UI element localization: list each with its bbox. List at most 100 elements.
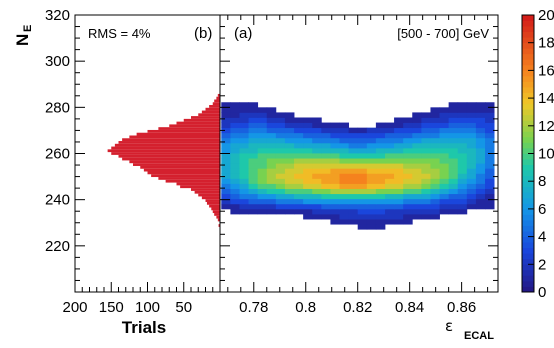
heatmap-cell (248, 153, 259, 159)
heatmap-cell (339, 213, 350, 220)
heatmap-cell (421, 142, 431, 149)
histogram-bar (183, 118, 220, 122)
heatmap-cell (348, 168, 359, 174)
heatmap-cell (375, 178, 386, 184)
x-axis-title-main: ε (445, 317, 453, 335)
heatmap-cell (394, 208, 404, 215)
heatmap-cell (448, 112, 459, 118)
heatmap-cell (348, 219, 359, 225)
heatmap-cell (466, 142, 477, 149)
heatmap-cell (294, 168, 304, 174)
heatmap-cell (230, 122, 240, 129)
heatmap-cell (312, 213, 322, 220)
histogram-bar (122, 157, 220, 161)
colorbar-segment (522, 280, 534, 287)
heatmap-cell (384, 188, 395, 195)
x-tick-label-trials: 50 (175, 299, 192, 316)
heatmap-cell (348, 163, 359, 169)
heatmap-cell (357, 208, 368, 215)
heatmap-cell (348, 158, 359, 164)
heatmap-cell (412, 132, 422, 139)
x-tick-label-eps: 0.8 (295, 299, 316, 316)
heatmap-cell (457, 193, 468, 200)
colorbar-segment (522, 231, 534, 237)
heatmap-cell (221, 188, 231, 195)
heatmap-cell (348, 132, 359, 139)
heatmap-cell (466, 203, 477, 210)
heatmap-cell (412, 163, 422, 169)
heatmap-cell (366, 193, 377, 200)
heatmap-cell (294, 158, 304, 164)
heatmap-cell (248, 178, 259, 184)
heatmap-cell (457, 168, 468, 174)
heatmap-cell (239, 153, 249, 159)
heatmap-cell (221, 132, 231, 139)
heatmap-cell (384, 142, 395, 149)
colorbar-segment (522, 15, 534, 21)
heatmap-cell (466, 147, 477, 154)
colorbar-segment (522, 236, 534, 243)
heatmap-cell (485, 188, 495, 195)
heatmap-cell (384, 122, 395, 129)
heatmap-cell (339, 122, 350, 129)
heatmap-cell (248, 122, 259, 129)
heatmap-cell (312, 158, 322, 164)
colorbar-tick-label: 2 (538, 256, 546, 273)
heatmap-cell (448, 127, 459, 134)
heatmap-cell (303, 198, 313, 205)
heatmap-cell (330, 203, 340, 210)
heatmap-cell (248, 147, 259, 154)
heatmap-cell (284, 173, 295, 179)
heatmap-cell (339, 219, 350, 225)
heatmap-cell (430, 173, 440, 179)
heatmap-cell (221, 107, 231, 113)
histogram-bar (217, 93, 220, 97)
heatmap-cell (275, 178, 286, 184)
heatmap-cell (230, 153, 240, 159)
heatmap-cell (384, 163, 395, 169)
heatmap-cell (257, 132, 268, 139)
heatmap-cell (430, 198, 440, 205)
heatmap-cell (394, 168, 404, 174)
colorbar-segment (522, 147, 534, 154)
heatmap-cell (294, 173, 304, 179)
histogram-bar (206, 201, 220, 205)
heatmap-cell (430, 112, 440, 118)
heatmap-cell (357, 193, 368, 200)
heatmap-cell (257, 188, 268, 195)
heatmap-cell (366, 168, 377, 174)
heatmap-cell (412, 112, 422, 118)
heatmap-cell (439, 142, 450, 149)
colorbar-segment (522, 175, 534, 182)
heatmap-cell (257, 163, 268, 169)
colorbar-tick-label: 20 (538, 7, 554, 24)
heatmap-cell (294, 163, 304, 169)
heatmap-cell (303, 147, 313, 154)
heatmap-cell (284, 168, 295, 174)
heatmap-cell (475, 147, 486, 154)
x-axis-title-subscript: ECAL (464, 330, 494, 342)
heatmap-cell (430, 203, 440, 210)
heatmap-cell (421, 122, 431, 129)
heatmap-cell (230, 127, 240, 134)
heatmap-cell (475, 173, 486, 179)
heatmap-cell (375, 198, 386, 205)
heatmap-cell (430, 127, 440, 134)
histogram-bar (147, 171, 220, 175)
heatmap-cell (430, 163, 440, 169)
heatmap-cell (430, 158, 440, 164)
heatmap-cell (439, 122, 450, 129)
heatmap-cell (457, 137, 468, 144)
heatmap-cell (248, 183, 259, 189)
heatmap-cell (394, 193, 404, 200)
colorbar-tick-label: 8 (538, 173, 546, 190)
heatmap-cell (366, 137, 377, 144)
heatmap-cell (439, 132, 450, 139)
histogram-bar (216, 96, 220, 100)
histogram-bar (158, 127, 220, 130)
heatmap-cell (403, 142, 413, 149)
heatmap-cell (375, 208, 386, 215)
heatmap-cell (421, 183, 431, 189)
heatmap-cell (412, 147, 422, 154)
heatmap-cell (448, 168, 459, 174)
